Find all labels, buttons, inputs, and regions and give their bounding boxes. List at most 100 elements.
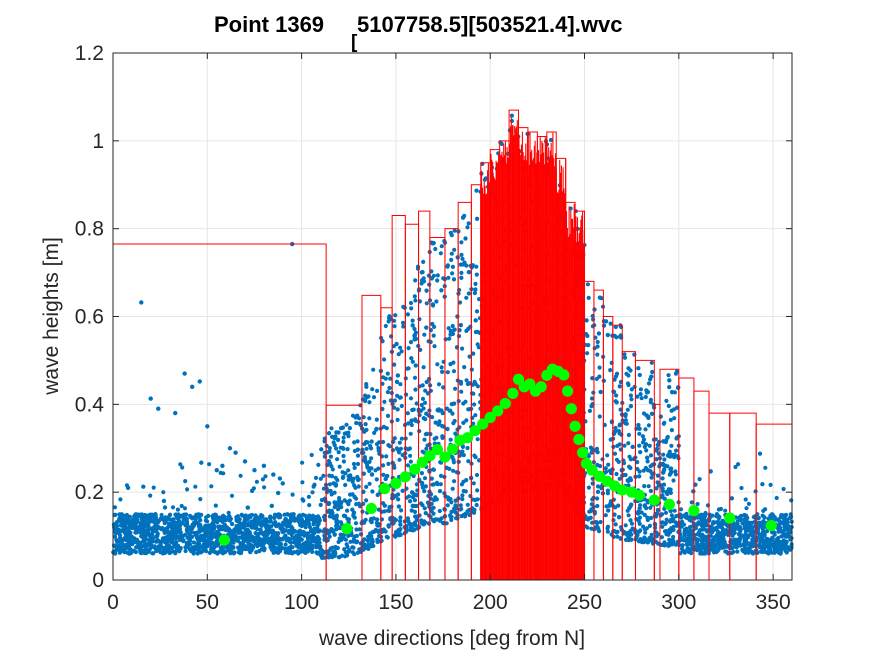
scatter-point [398, 395, 403, 400]
scatter-point [459, 389, 464, 394]
scatter-point [775, 517, 781, 523]
scatter-point [292, 540, 297, 545]
scatter-point [460, 256, 465, 261]
scatter-point [618, 407, 623, 412]
scatter-point [649, 411, 655, 416]
scatter-point [262, 548, 267, 553]
scatter-point [429, 240, 434, 245]
scatter-point [211, 513, 216, 518]
scatter-point [113, 543, 119, 548]
scatter-point [653, 525, 658, 531]
scatter-point [407, 446, 412, 451]
scatter-point [649, 515, 654, 521]
scatter-point [327, 554, 332, 559]
scatter-point [456, 399, 461, 404]
scatter-point [396, 527, 401, 533]
scatter-point [197, 527, 202, 532]
scatter-point [627, 506, 632, 511]
scatter-point [759, 536, 765, 541]
scatter-point [432, 324, 437, 329]
scatter-point [615, 534, 620, 539]
scatter-point [220, 519, 225, 524]
scatter-point [353, 415, 358, 420]
scatter-point [122, 520, 127, 525]
scatter-point [465, 509, 470, 514]
scatter-point [589, 447, 595, 452]
scatter-point [787, 547, 793, 552]
scatter-point [310, 490, 315, 495]
scatter-point [353, 521, 359, 526]
scatter-point [597, 529, 602, 534]
scatter-point [680, 522, 686, 527]
scatter-point [678, 507, 684, 512]
scatter-point [296, 519, 301, 524]
scatter-point [445, 370, 450, 375]
scatter-point [675, 405, 680, 410]
scatter-point [453, 431, 458, 436]
scatter-point [371, 395, 377, 400]
scatter-point [744, 506, 749, 511]
scatter-point [159, 512, 164, 518]
scatter-point [337, 536, 342, 541]
scatter-point [290, 492, 295, 497]
scatter-point [410, 359, 415, 364]
scatter-point [373, 468, 378, 473]
scatter-point [646, 539, 651, 544]
scatter-point [660, 524, 665, 529]
scatter-point [440, 369, 445, 374]
scatter-point [283, 533, 288, 538]
scatter-point [180, 533, 185, 539]
scatter-point [615, 443, 620, 448]
scatter-point [456, 334, 462, 339]
scatter-point [715, 513, 721, 518]
scatter-point [152, 544, 157, 549]
scatter-point [595, 525, 600, 530]
scatter-point [321, 529, 326, 534]
scatter-point [597, 365, 602, 370]
scatter-point [310, 546, 315, 551]
scatter-point [340, 475, 345, 480]
scatter-point [364, 384, 369, 389]
scatter-point [191, 540, 196, 545]
scatter-point [670, 542, 675, 547]
scatter-point [435, 273, 440, 278]
scatter-point [635, 394, 640, 399]
scatter-point [394, 379, 400, 384]
scatter-point [466, 326, 471, 331]
scatter-point [595, 503, 600, 509]
scatter-point [303, 525, 308, 530]
scatter-point [600, 457, 605, 462]
scatter-point [421, 416, 426, 421]
scatter-point [434, 497, 439, 502]
scatter-point [178, 462, 183, 467]
scatter-point [459, 252, 464, 257]
scatter-point [665, 435, 670, 440]
scatter-point [663, 463, 668, 468]
scatter-point [304, 540, 309, 545]
scatter-point [258, 527, 263, 532]
scatter-point [624, 371, 629, 376]
scatter-point [385, 371, 390, 376]
scatter-point [346, 549, 352, 554]
scatter-point [589, 404, 594, 409]
scatter-point [651, 402, 656, 407]
scatter-point [626, 366, 631, 371]
scatter-point [459, 275, 464, 280]
scatter-point [687, 530, 692, 535]
scatter-point [684, 526, 689, 531]
scatter-point [368, 446, 374, 451]
scatter-point [385, 390, 390, 395]
scatter-point [648, 453, 654, 458]
scatter-point [276, 550, 281, 555]
scatter-point [473, 318, 478, 323]
scatter-point [309, 528, 314, 533]
scatter-point [392, 436, 397, 441]
scatter-point [733, 464, 738, 470]
scatter-point [588, 515, 593, 520]
scatter-point [322, 514, 327, 520]
scatter-point [346, 474, 351, 479]
scatter-point [663, 510, 669, 515]
scatter-point [202, 543, 207, 548]
scatter-point [262, 485, 267, 490]
scatter-point [419, 402, 424, 408]
